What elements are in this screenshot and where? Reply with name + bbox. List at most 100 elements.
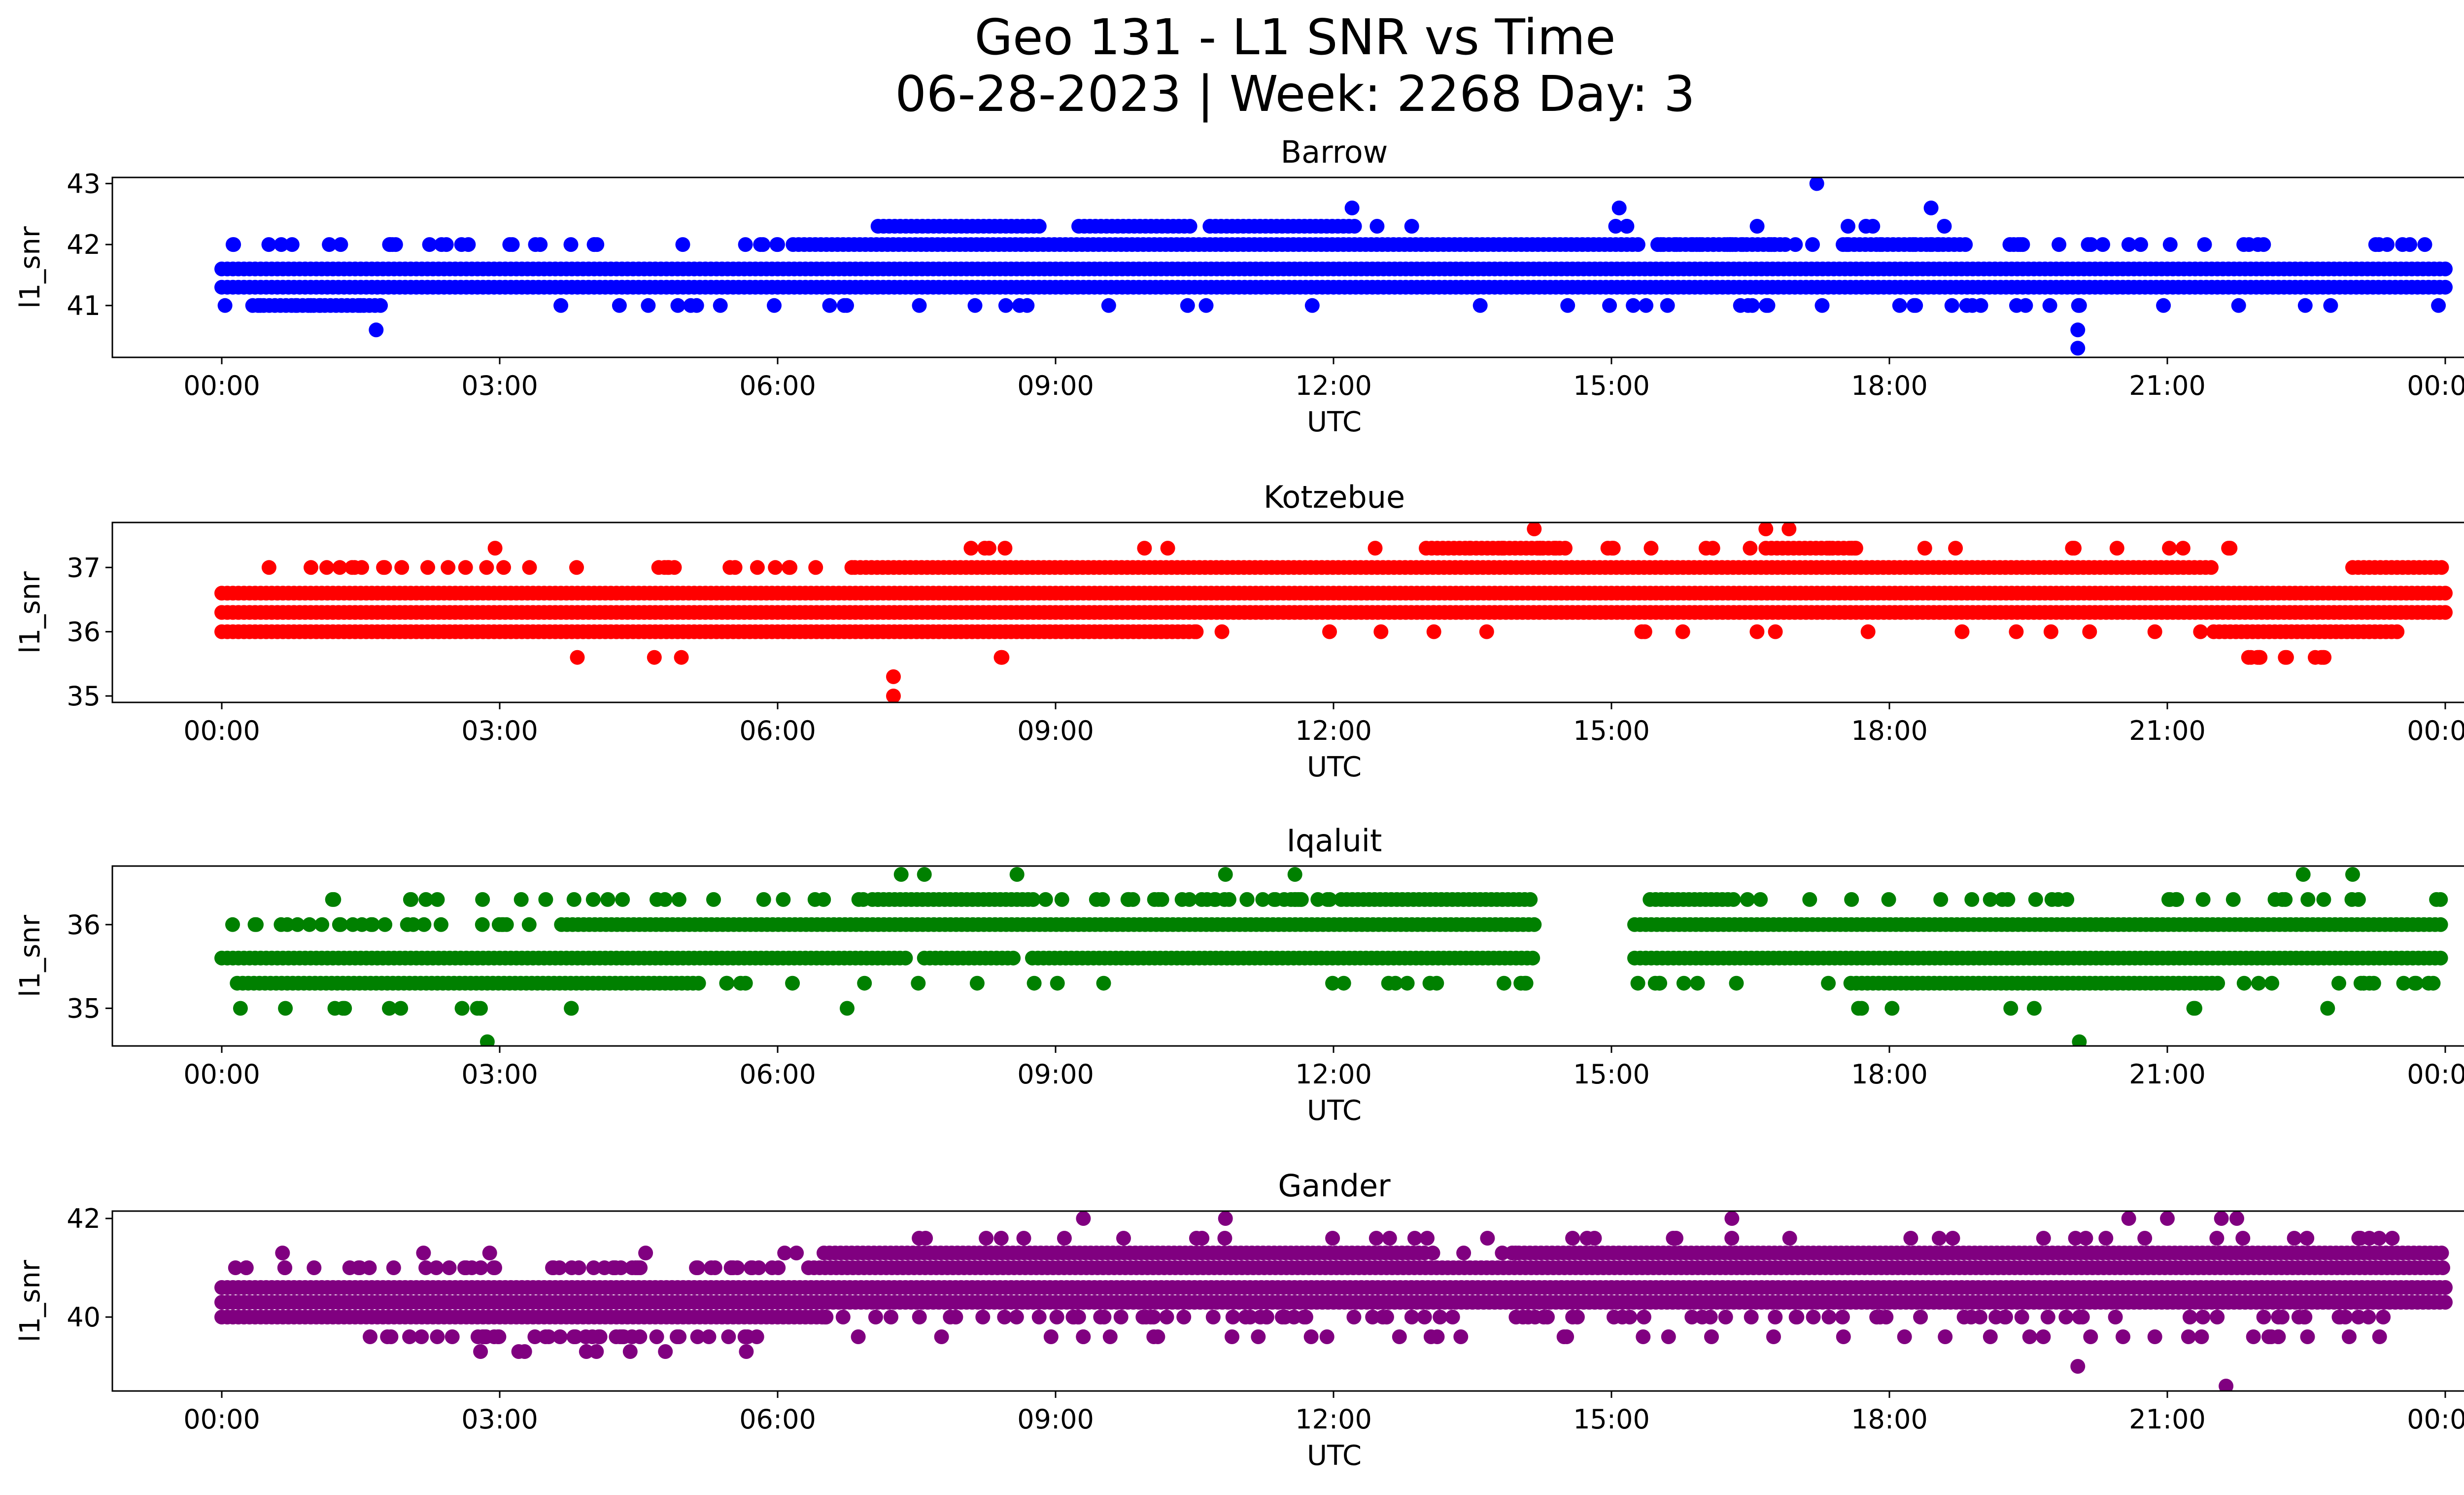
- data-point: [1336, 975, 1351, 991]
- data-point: [2070, 322, 2086, 338]
- data-point: [373, 298, 388, 313]
- data-point: [1322, 892, 1337, 907]
- x-tick-label: 00:00: [2407, 1059, 2464, 1090]
- data-point: [2225, 892, 2241, 907]
- data-point: [1729, 975, 1744, 991]
- data-point: [2168, 892, 2184, 907]
- data-point: [312, 298, 328, 313]
- data-point: [284, 237, 300, 252]
- data-point: [615, 892, 630, 907]
- data-point: [2042, 298, 2057, 313]
- data-point: [2380, 237, 2395, 252]
- data-point: [997, 541, 1013, 556]
- data-point: [217, 298, 233, 313]
- data-point: [2408, 975, 2424, 991]
- data-point: [505, 237, 520, 252]
- y-tick-label: 41: [67, 290, 101, 321]
- data-point: [585, 892, 601, 907]
- y-tick-label: 35: [67, 993, 101, 1024]
- data-point: [893, 867, 909, 882]
- data-point: [1805, 237, 1820, 252]
- data-point: [1199, 892, 1215, 907]
- data-point: [261, 560, 276, 575]
- data-point: [416, 917, 432, 932]
- data-point: [377, 917, 393, 932]
- data-point: [870, 892, 886, 907]
- data-point: [2323, 298, 2338, 313]
- data-point: [1532, 541, 1547, 556]
- data-point: [2156, 298, 2171, 313]
- data-point: [288, 298, 304, 313]
- data-point: [2109, 541, 2124, 556]
- data-point: [1160, 541, 1175, 556]
- data-point: [1948, 541, 1963, 556]
- data-point: [1027, 975, 1042, 991]
- data-point: [782, 560, 797, 575]
- data-point: [2028, 892, 2043, 907]
- data-point: [1653, 237, 1668, 252]
- data-point: [1881, 892, 1896, 907]
- data-point: [2331, 975, 2346, 991]
- data-point: [2431, 298, 2446, 313]
- data-point: [2438, 279, 2453, 295]
- data-point: [353, 298, 368, 313]
- data-point: [1422, 975, 1437, 991]
- data-point: [2193, 624, 2208, 639]
- data-point: [302, 917, 317, 932]
- data-point: [1802, 892, 1817, 907]
- data-point: [434, 917, 448, 932]
- data-point: [1527, 522, 1542, 536]
- data-point: [2402, 237, 2418, 252]
- data-point: [982, 541, 996, 556]
- data-point: [898, 950, 913, 966]
- data-point: [2059, 892, 2075, 907]
- data-point: [998, 298, 1013, 313]
- x-tick-label: 21:00: [2129, 715, 2206, 746]
- data-point: [253, 298, 268, 313]
- data-point: [2241, 237, 2257, 252]
- x-tick-label: 00:00: [183, 1059, 260, 1090]
- data-point: [566, 892, 582, 907]
- data-point: [1373, 624, 1389, 639]
- data-point: [2256, 237, 2271, 252]
- data-point: [767, 298, 782, 313]
- panel-title: Iqaluit: [1287, 823, 1382, 859]
- data-point: [1759, 298, 1774, 313]
- data-point: [719, 975, 734, 991]
- data-point: [233, 1001, 248, 1016]
- x-tick-label: 06:00: [739, 370, 816, 401]
- x-tick-label: 09:00: [1017, 370, 1094, 401]
- data-point: [1180, 298, 1195, 313]
- data-point: [2197, 237, 2212, 252]
- data-point: [418, 892, 434, 907]
- data-point: [1743, 541, 1758, 556]
- data-point: [1602, 298, 1617, 313]
- y-tick-label: 43: [67, 168, 101, 199]
- x-tick-label: 18:00: [1851, 715, 1928, 746]
- data-point: [1266, 892, 1282, 907]
- data-point: [1781, 522, 1797, 536]
- data-point: [2295, 867, 2311, 882]
- data-point: [513, 892, 529, 907]
- x-tick-label: 15:00: [1573, 370, 1650, 401]
- data-point: [675, 237, 690, 252]
- data-point: [844, 560, 859, 575]
- x-tick-label: 15:00: [1573, 715, 1650, 746]
- data-point: [2162, 237, 2178, 252]
- data-point: [261, 237, 276, 252]
- data-point: [768, 560, 783, 575]
- y-axis-label: l1_snr: [14, 226, 46, 309]
- data-point: [2345, 867, 2360, 882]
- data-point: [1611, 200, 1627, 215]
- data-point: [641, 298, 656, 313]
- data-point: [969, 975, 985, 991]
- data-points: [214, 522, 2453, 702]
- data-point: [479, 1034, 495, 1046]
- data-point: [1137, 541, 1152, 556]
- data-point: [1964, 892, 1980, 907]
- data-point: [1255, 892, 1270, 907]
- data-point: [851, 892, 866, 907]
